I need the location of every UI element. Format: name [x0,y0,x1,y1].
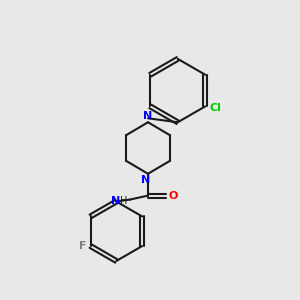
Text: H: H [120,196,127,206]
Text: Cl: Cl [209,103,221,113]
Text: F: F [79,241,87,251]
Text: O: O [169,190,178,201]
Text: N: N [111,196,120,206]
Text: N: N [141,175,151,185]
Text: N: N [143,111,153,121]
